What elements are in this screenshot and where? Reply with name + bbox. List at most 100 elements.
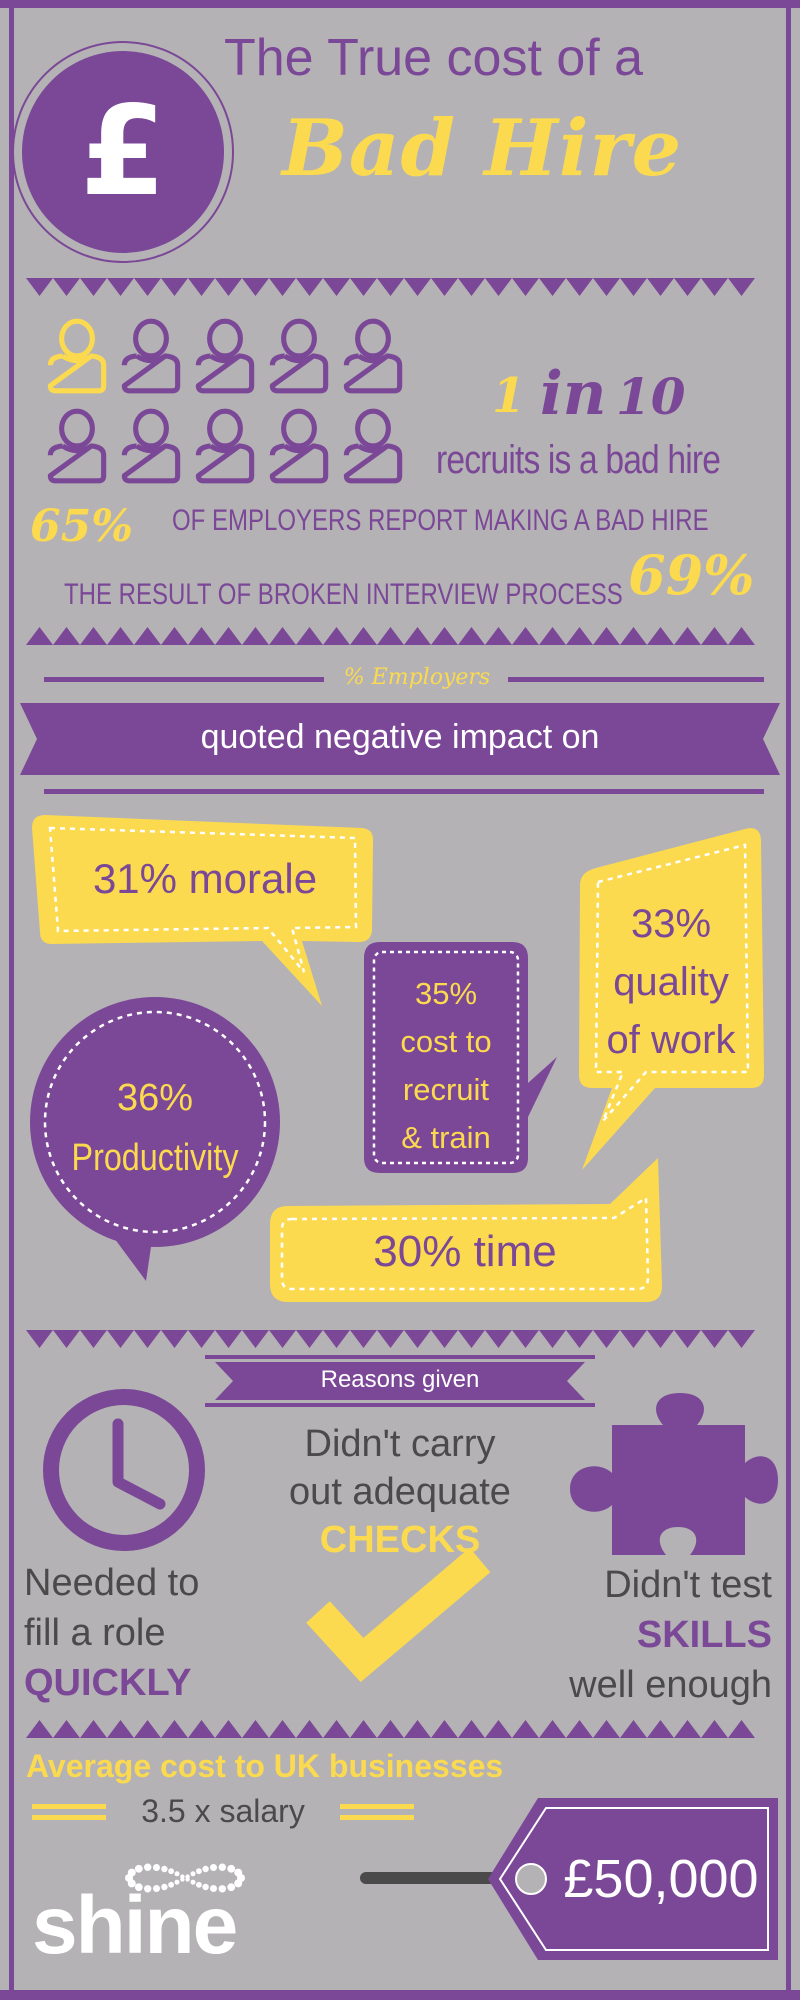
puzzle-piece-icon — [570, 1393, 778, 1555]
zigzag-tooth — [134, 1330, 161, 1348]
logo-dot — [234, 1868, 243, 1877]
person-icon — [198, 321, 251, 391]
skills-reason-emphasis: SKILLS — [636, 1614, 772, 1656]
zigzag-tooth — [512, 1330, 539, 1348]
zigzag-tooth — [215, 1330, 242, 1348]
zigzag-tooth — [242, 1720, 269, 1738]
zigzag-tooth — [431, 1330, 458, 1348]
zigzag-tooth — [377, 278, 404, 296]
logo-dot — [161, 1865, 168, 1873]
reasons-rule-bottom — [205, 1403, 595, 1407]
zigzag-tooth — [161, 1720, 188, 1738]
logo-dot — [180, 1877, 185, 1882]
zigzag-tooth — [620, 627, 647, 645]
salary-rule — [32, 1804, 106, 1809]
shine-logo-icon — [125, 1863, 245, 1893]
logo-dot — [168, 1868, 175, 1875]
page-title-line1: The True cost of a — [224, 29, 644, 87]
zigzag-tooth — [242, 278, 269, 296]
price-tag — [360, 1798, 778, 1960]
productivity-label-line: 36% — [116, 1077, 194, 1119]
zigzag-tooth — [566, 1330, 593, 1348]
cost-label-line: cost to — [400, 1024, 492, 1059]
zigzag-tooth — [431, 1720, 458, 1738]
zigzag-tooth — [674, 1720, 701, 1738]
label-rule-left — [44, 677, 324, 682]
person-icon — [346, 321, 399, 391]
zigzag-tooth — [377, 1720, 404, 1738]
zigzag-tooth — [269, 278, 296, 296]
zigzag-divider — [26, 1330, 755, 1348]
person-icon — [198, 411, 251, 481]
zigzag-tooth — [161, 278, 188, 296]
zigzag-tooth — [593, 1720, 620, 1738]
zigzag-tooth — [296, 278, 323, 296]
zigzag-tooth — [350, 627, 377, 645]
logo-dot — [196, 1868, 202, 1875]
logo-dot — [218, 1863, 226, 1871]
zigzag-tooth — [512, 1720, 539, 1738]
cost-label: 35% cost to recruit & train — [374, 970, 518, 1162]
logo-dot — [234, 1879, 243, 1888]
zigzag-tooth — [107, 278, 134, 296]
zigzag-tooth — [350, 1330, 377, 1348]
cost-label-line: 35% — [414, 976, 478, 1011]
zigzag-tooth — [215, 627, 242, 645]
zigzag-tooth — [134, 1720, 161, 1738]
person-icon — [50, 321, 103, 391]
zigzag-tooth — [404, 1720, 431, 1738]
logo-dot — [202, 1883, 209, 1891]
person-icon — [124, 321, 177, 391]
quickly-reason-line: fill a role — [24, 1612, 166, 1654]
zigzag-tooth — [728, 278, 755, 296]
zigzag-tooth — [404, 627, 431, 645]
logo-dot — [168, 1881, 175, 1888]
cost-bubble — [364, 942, 557, 1173]
zigzag-tooth — [107, 627, 134, 645]
ratio-number: 1 — [492, 368, 526, 424]
zigzag-tooth — [80, 1720, 107, 1738]
zigzag-divider — [26, 278, 755, 296]
zigzag-tooth — [674, 1330, 701, 1348]
logo-dot — [134, 1864, 143, 1873]
quickly-reason-line: Needed to — [24, 1562, 200, 1604]
interview-text: THE RESULT OF BROKEN INTERVIEW PROCESS — [64, 578, 623, 611]
zigzag-tooth — [296, 1720, 323, 1738]
zigzag-tooth — [539, 1330, 566, 1348]
reasons-rule-top — [205, 1355, 595, 1359]
zigzag-tooth — [566, 1720, 593, 1738]
zigzag-tooth — [323, 627, 350, 645]
zigzag-tooth — [728, 1720, 755, 1738]
logo-dot — [218, 1885, 226, 1893]
skills-reason-line: Didn't test — [604, 1564, 772, 1606]
zigzag-tooth — [296, 1330, 323, 1348]
shine-logo-text: shine — [32, 1880, 238, 1971]
zigzag-tooth — [134, 278, 161, 296]
ratio-in: in — [540, 359, 607, 429]
employers-label: % Employers — [343, 665, 491, 690]
zigzag-tooth — [701, 278, 728, 296]
zigzag-tooth — [323, 278, 350, 296]
checks-reason: Didn't carry out adequate CHECKS — [250, 1420, 550, 1564]
zigzag-tooth — [404, 278, 431, 296]
quality-label-line: 33% — [630, 902, 712, 946]
reasons-title: Reasons given — [320, 1366, 480, 1393]
top-frame — [0, 0, 800, 8]
skills-reason-line: well enough — [569, 1664, 772, 1706]
zigzag-tooth — [323, 1330, 350, 1348]
currency-circle-outline — [12, 41, 234, 263]
zigzag-tooth — [674, 278, 701, 296]
impact-banner-text: quoted negative impact on — [200, 718, 600, 756]
morale-label: 31% morale — [92, 855, 318, 902]
banner-rule — [44, 789, 764, 794]
quickly-reason-emphasis: QUICKLY — [24, 1662, 192, 1704]
logo-dot — [185, 1874, 190, 1879]
zigzag-tooth — [620, 1330, 647, 1348]
label-rule-right — [508, 677, 764, 682]
logo-dot — [153, 1864, 160, 1871]
interview-percent: 69% — [628, 543, 755, 607]
logo-dot — [144, 1863, 152, 1871]
zigzag-tooth — [53, 1330, 80, 1348]
impact-banner — [20, 703, 780, 775]
